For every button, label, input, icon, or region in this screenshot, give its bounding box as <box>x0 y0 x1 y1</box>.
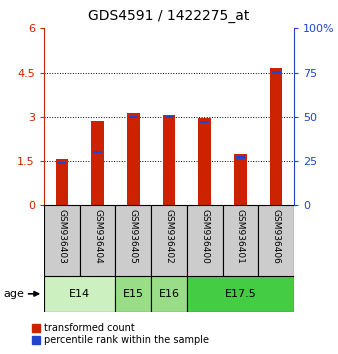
Text: GSM936403: GSM936403 <box>57 209 66 264</box>
Bar <box>115 205 151 276</box>
Bar <box>165 116 173 118</box>
Text: GSM936406: GSM936406 <box>272 209 281 264</box>
Bar <box>129 116 138 118</box>
Text: GSM936401: GSM936401 <box>236 209 245 264</box>
Text: E14: E14 <box>69 289 90 299</box>
Text: GDS4591 / 1422275_at: GDS4591 / 1422275_at <box>88 9 250 23</box>
Bar <box>163 115 175 205</box>
Legend: transformed count, percentile rank within the sample: transformed count, percentile rank withi… <box>32 324 209 346</box>
Text: E16: E16 <box>159 289 179 299</box>
Bar <box>223 205 258 276</box>
Text: GSM936405: GSM936405 <box>129 209 138 264</box>
Bar <box>151 276 187 312</box>
Bar <box>258 205 294 276</box>
Bar <box>272 72 281 74</box>
Text: age: age <box>3 289 24 299</box>
Bar <box>236 156 245 159</box>
Text: E17.5: E17.5 <box>224 289 256 299</box>
Bar <box>44 276 115 312</box>
Bar <box>115 276 151 312</box>
Bar <box>57 162 66 164</box>
Bar <box>187 276 294 312</box>
Bar <box>127 113 140 205</box>
Bar <box>187 205 223 276</box>
Bar <box>93 151 102 153</box>
Bar <box>55 159 68 205</box>
Bar <box>200 121 209 123</box>
Text: E15: E15 <box>123 289 144 299</box>
Bar <box>198 118 211 205</box>
Bar <box>151 205 187 276</box>
Bar <box>80 205 115 276</box>
Bar <box>91 121 104 205</box>
Bar <box>234 154 247 205</box>
Text: GSM936404: GSM936404 <box>93 209 102 264</box>
Text: GSM936402: GSM936402 <box>165 209 173 264</box>
Text: GSM936400: GSM936400 <box>200 209 209 264</box>
Bar <box>44 205 80 276</box>
Bar <box>270 68 283 205</box>
